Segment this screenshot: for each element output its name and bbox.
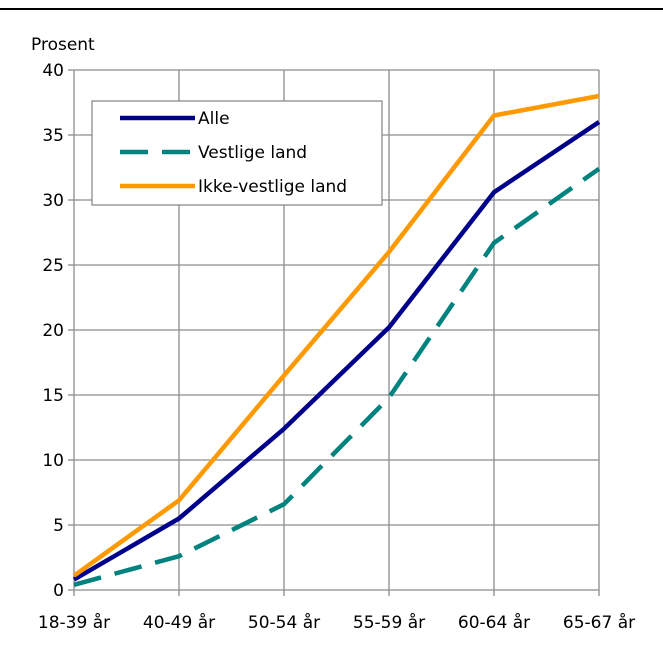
y-tick-label: 5	[53, 516, 64, 536]
legend-label: Alle	[198, 109, 230, 129]
axes	[68, 69, 600, 596]
y-tick-label: 0	[53, 581, 64, 601]
legend-label: Ikke-vestlige land	[198, 177, 347, 197]
x-tick-label: 50-54 år	[248, 612, 320, 633]
x-tick-label: 18-39 år	[38, 612, 110, 633]
x-tick-labels: 18-39 år 40-49 år 50-54 år 55-59 år 60-64 år…	[38, 612, 635, 633]
x-tick-label: 40-49 år	[143, 612, 215, 633]
y-tick-label: 40	[42, 61, 64, 81]
y-tick-label: 15	[42, 386, 64, 406]
x-tick-label: 55-59 år	[353, 612, 425, 633]
series-line-3	[72, 93, 600, 578]
series-line-2	[73, 166, 601, 587]
series-line-1	[72, 120, 601, 582]
y-tick-label: 10	[42, 451, 64, 471]
y-tick-labels: 0 5 10 15 20 25 30 35 40	[42, 61, 64, 601]
y-tick-label: 20	[42, 321, 64, 341]
y-tick-label: 30	[42, 191, 64, 211]
y-axis-label: Prosent	[31, 35, 95, 55]
y-tick-label: 35	[42, 126, 64, 146]
legend: Alle Vestlige land Ikke-vestlige land	[91, 100, 383, 206]
x-tick-label: 65-67 år	[563, 612, 635, 633]
y-tick-label: 25	[42, 256, 64, 276]
series-lines	[72, 93, 601, 587]
legend-label: Vestlige land	[198, 143, 307, 163]
x-tick-label: 60-64 år	[458, 612, 530, 633]
